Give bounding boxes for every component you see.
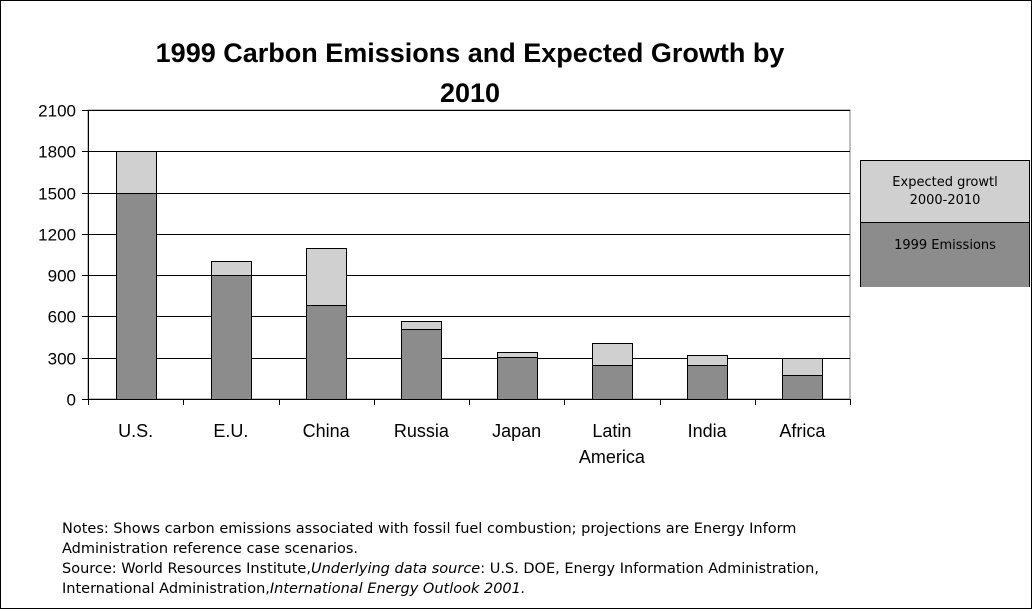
source-italic-text: International Energy Outlook 2001. <box>269 581 526 597</box>
source-text: Source: World Resources Institute, <box>62 561 311 577</box>
bar-1999-emissions <box>116 193 157 400</box>
bar-1999-emissions <box>687 365 728 400</box>
source-text: International Administration, <box>62 581 270 597</box>
bar-1999-emissions <box>592 365 633 400</box>
notes-line: Administration reference case scenarios. <box>62 541 359 557</box>
x-category-label: Russia <box>394 421 450 441</box>
legend-entry-expected-growth: Expected growtl 2000-2010 <box>861 161 1029 223</box>
source-text: : U.S. DOE, Energy Information Administr… <box>480 561 819 577</box>
notes-line: Notes: Shows carbon emissions associated… <box>62 521 797 537</box>
bar-1999-emissions <box>782 375 823 400</box>
source-line: Source: World Resources Institute,Underl… <box>62 559 1012 579</box>
y-tick-label: 0 <box>67 391 76 410</box>
source-line: International Administration,Internation… <box>62 579 1012 599</box>
bar-1999-emissions <box>401 329 442 400</box>
bar-expected-growth <box>497 352 538 358</box>
bar-1999-emissions <box>306 305 347 400</box>
x-category-label: India <box>688 421 728 441</box>
bar-expected-growth <box>687 355 728 366</box>
legend-growth-label-line2: 2000-2010 <box>909 192 981 208</box>
x-category-label: E.U. <box>213 421 248 441</box>
y-tick-label: 900 <box>48 267 76 286</box>
y-tick-label: 600 <box>48 308 76 327</box>
chart-title-line2: 2010 <box>439 78 501 108</box>
legend-entry-1999-emissions: 1999 Emissions <box>861 223 1029 287</box>
chart-legend: Expected growtl 2000-2010 1999 Emissions <box>860 160 1030 287</box>
y-tick-label: 1200 <box>38 226 76 245</box>
bar-1999-emissions <box>211 275 252 400</box>
x-category-label-line2: America <box>579 447 646 467</box>
legend-growth-label-line1: Expected growtl <box>892 174 998 190</box>
bar-expected-growth <box>211 261 252 276</box>
chart-title-line1: 1999 Carbon Emissions and Expected Growt… <box>155 38 785 68</box>
x-category-label: Africa <box>779 421 826 441</box>
legend-emissions-label: 1999 Emissions <box>894 238 996 253</box>
bar-expected-growth <box>306 248 347 306</box>
x-category-label: Japan <box>492 421 541 441</box>
y-tick-label: 1500 <box>38 185 76 204</box>
bar-expected-growth <box>592 343 633 366</box>
bar-1999-emissions <box>497 357 538 400</box>
x-category-label: China <box>303 421 351 441</box>
plot-area <box>87 109 851 400</box>
x-category-label: Latin <box>592 421 631 441</box>
y-tick-label: 2100 <box>38 102 76 121</box>
bar-expected-growth <box>782 358 823 376</box>
bar-expected-growth <box>401 321 442 330</box>
y-tick-label: 1800 <box>38 143 76 162</box>
x-category-label: U.S. <box>118 421 153 441</box>
notes-block: Notes: Shows carbon emissions associated… <box>62 519 1012 599</box>
source-italic-text: Underlying data source <box>310 561 481 577</box>
bar-expected-growth <box>116 151 157 194</box>
y-tick-label: 300 <box>48 350 76 369</box>
